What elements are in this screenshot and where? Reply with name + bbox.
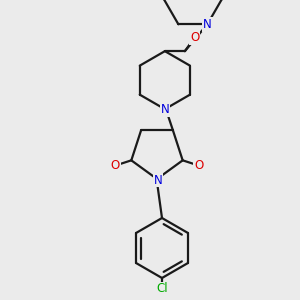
Text: O: O [194, 159, 203, 172]
Text: O: O [190, 31, 200, 44]
Text: N: N [154, 173, 162, 187]
Text: O: O [110, 159, 120, 172]
Text: N: N [203, 18, 212, 31]
Text: Cl: Cl [156, 283, 168, 296]
Text: N: N [160, 103, 169, 116]
